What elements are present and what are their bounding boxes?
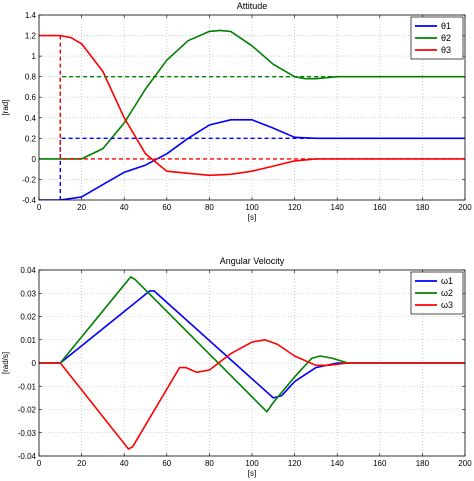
x-tick-label: 20 bbox=[77, 203, 86, 212]
x-tick-label: 60 bbox=[162, 203, 171, 212]
x-tick-label: 20 bbox=[77, 459, 86, 468]
x-tick-label: 200 bbox=[458, 459, 472, 468]
legend: θ1 θ2 θ3 bbox=[410, 16, 464, 60]
x-tick-label: 80 bbox=[205, 203, 214, 212]
x-axis-label: [s] bbox=[248, 469, 256, 478]
y-tick-label: -0.03 bbox=[18, 429, 37, 438]
series-line-2 bbox=[39, 34, 465, 177]
series-group bbox=[39, 29, 465, 200]
x-tick-label: 140 bbox=[331, 459, 345, 468]
y-tick-label: 0.03 bbox=[20, 289, 36, 298]
legend-entry: ω2 bbox=[441, 288, 453, 298]
y-tick-label: 1 bbox=[32, 52, 37, 61]
x-tick-label: 120 bbox=[288, 203, 302, 212]
x-tick-label: 40 bbox=[120, 459, 129, 468]
angular-velocity-chart: Angular Velocity 0 20 40 60 80 100 120 140 160 180… bbox=[1, 256, 472, 478]
y-tick-label: -0.02 bbox=[18, 406, 37, 415]
reference-line-3 bbox=[59, 137, 465, 200]
reference-line-4 bbox=[59, 76, 465, 159]
y-tick-label: -0.2 bbox=[22, 175, 36, 184]
series-group bbox=[39, 276, 465, 450]
legend: ω1 ω2 ω3 bbox=[410, 271, 464, 315]
y-tick-label: 0.2 bbox=[25, 134, 37, 143]
x-tick-label: 140 bbox=[331, 203, 345, 212]
legend-entry: ω1 bbox=[441, 276, 453, 286]
y-tick-label: 1.4 bbox=[25, 11, 37, 20]
series-line-1 bbox=[39, 276, 465, 413]
attitude-chart: Attitude 0 20 40 60 80 100 120 140 160 180 200 -0.4 -… bbox=[1, 1, 472, 222]
y-tick-label: 0.8 bbox=[25, 73, 37, 82]
x-tick-label: 100 bbox=[245, 203, 259, 212]
y-tick-label: -0.04 bbox=[18, 452, 37, 461]
x-tick-label: 180 bbox=[416, 459, 430, 468]
chart-title: Attitude bbox=[237, 1, 268, 11]
x-tick-label: 160 bbox=[373, 203, 387, 212]
y-tick-label: 0.4 bbox=[25, 114, 37, 123]
y-tick-label: 0.01 bbox=[20, 336, 36, 345]
x-tick-label: 200 bbox=[458, 203, 472, 212]
x-tick-label: 40 bbox=[120, 203, 129, 212]
legend-entry: θ1 bbox=[441, 21, 451, 31]
y-tick-label: -0.01 bbox=[18, 382, 37, 391]
y-tick-label: 0 bbox=[32, 155, 37, 164]
x-tick-label: 100 bbox=[245, 459, 259, 468]
y-tick-label: 0.04 bbox=[20, 266, 36, 275]
x-tick-label: 80 bbox=[205, 459, 214, 468]
series-line-2 bbox=[39, 339, 465, 450]
chart-title: Angular Velocity bbox=[220, 256, 285, 266]
x-tick-label: 0 bbox=[37, 459, 42, 468]
x-tick-label: 160 bbox=[373, 459, 387, 468]
y-axis-label: [rad/s] bbox=[1, 352, 10, 374]
y-tick-label: 0.6 bbox=[25, 93, 37, 102]
axes-frame bbox=[38, 14, 466, 201]
reference-line-5 bbox=[59, 35, 465, 160]
y-tick-label: 0 bbox=[32, 359, 37, 368]
y-axis-label: [rad] bbox=[1, 99, 10, 115]
x-tick-label: 180 bbox=[416, 203, 430, 212]
series-line-1 bbox=[39, 29, 465, 160]
legend-entry: θ3 bbox=[441, 45, 451, 55]
legend-entry: ω3 bbox=[441, 300, 453, 310]
y-tick-label: 0.02 bbox=[20, 313, 36, 322]
x-tick-label: 60 bbox=[162, 459, 171, 468]
y-tick-label: 1.2 bbox=[25, 32, 37, 41]
x-axis-label: [s] bbox=[248, 213, 256, 222]
legend-entry: θ2 bbox=[441, 33, 451, 43]
axes-frame bbox=[38, 269, 466, 457]
x-tick-label: 0 bbox=[37, 203, 42, 212]
y-tick-label: -0.4 bbox=[22, 196, 36, 205]
x-tick-label: 120 bbox=[288, 459, 302, 468]
